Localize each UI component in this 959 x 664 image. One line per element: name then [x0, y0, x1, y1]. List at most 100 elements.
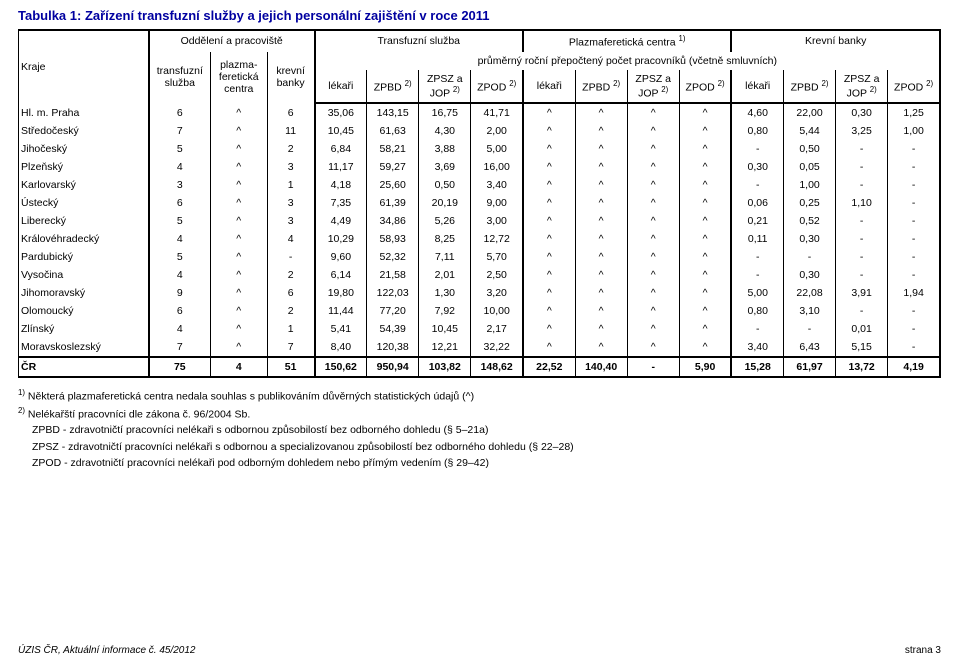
cell: -	[888, 212, 940, 230]
cell: Pardubický	[19, 248, 149, 266]
cell: 3,40	[471, 176, 523, 194]
table-row: Pardubický5^-9,6052,327,115,70^^^^----	[19, 248, 941, 266]
cell: 4,18	[315, 176, 367, 194]
table-row: Plzeňský4^311,1759,273,6916,00^^^^0,300,…	[19, 158, 941, 176]
cell: 3,25	[836, 122, 888, 140]
cell: -	[836, 158, 888, 176]
cell: Středočeský	[19, 122, 149, 140]
cell: ^	[210, 248, 267, 266]
footnote-2-sup: 2)	[18, 406, 25, 415]
cell: ^	[679, 302, 731, 320]
cell: ^	[627, 194, 679, 212]
hdr-pc-1: ZPBD 2)	[575, 70, 627, 104]
cell: -	[888, 338, 940, 357]
hdr-ts-1-t: ZPBD	[374, 81, 405, 93]
cell: ^	[679, 122, 731, 140]
cell: 1,10	[836, 194, 888, 212]
cell: 6	[267, 284, 314, 302]
cell: ^	[575, 122, 627, 140]
cell: 13,72	[836, 357, 888, 377]
cell: ^	[210, 266, 267, 284]
cell: -	[731, 320, 783, 338]
cell: 1,25	[888, 103, 940, 122]
cell: Karlovarský	[19, 176, 149, 194]
cell: Plzeňský	[19, 158, 149, 176]
footnote-1-sup: 1)	[18, 388, 25, 397]
cell: 6,14	[315, 266, 367, 284]
cell: 16,00	[471, 158, 523, 176]
cell: 0,21	[731, 212, 783, 230]
cell: ^	[679, 266, 731, 284]
cell: 4	[149, 158, 211, 176]
hdr-pc-2-s: 2)	[661, 85, 668, 94]
cell: 16,75	[419, 103, 471, 122]
cell: ^	[627, 176, 679, 194]
cell: 2,17	[471, 320, 523, 338]
cell: 77,20	[367, 302, 419, 320]
hdr-ts-1: ZPBD 2)	[367, 70, 419, 104]
cell: 1	[267, 176, 314, 194]
cell: -	[784, 248, 836, 266]
cell: ^	[627, 248, 679, 266]
cell: ^	[679, 284, 731, 302]
cell: 8,25	[419, 230, 471, 248]
cell: 5	[149, 248, 211, 266]
cell: 0,05	[784, 158, 836, 176]
cell: 12,21	[419, 338, 471, 357]
table-row: Hl. m. Praha6^635,06143,1516,7541,71^^^^…	[19, 103, 941, 122]
cell: 9,00	[471, 194, 523, 212]
hdr-pc-3-t: ZPOD	[686, 81, 718, 93]
cell: 22,52	[523, 357, 575, 377]
cell: ^	[523, 176, 575, 194]
cell: 4,49	[315, 212, 367, 230]
cell: ^	[523, 140, 575, 158]
hdr-pc-1-t: ZPBD	[582, 81, 613, 93]
hdr-pc-0: lékaři	[523, 70, 575, 104]
cell: 4,60	[731, 103, 783, 122]
hdr-avg: průměrný roční přepočtený počet pracovní…	[315, 52, 940, 70]
cell: 22,00	[784, 103, 836, 122]
cell: ^	[523, 103, 575, 122]
cell: 3,00	[471, 212, 523, 230]
cell: 19,80	[315, 284, 367, 302]
table-row: Moravskoslezský7^78,40120,3812,2132,22^^…	[19, 338, 941, 357]
footnote-4: ZPSZ - zdravotničtí pracovníci nelékaři …	[18, 440, 941, 454]
hdr-ts-2: ZPSZ a JOP 2)	[419, 70, 471, 104]
cell: 9	[149, 284, 211, 302]
cell: 4	[149, 320, 211, 338]
cell: Olomoucký	[19, 302, 149, 320]
table-row: Ústecký6^37,3561,3920,199,00^^^^0,060,25…	[19, 194, 941, 212]
cell: ^	[627, 122, 679, 140]
cell: ^	[627, 212, 679, 230]
cell: 0,80	[731, 302, 783, 320]
hdr-ts: Transfuzní služba	[315, 30, 523, 52]
cell: Královéhradecký	[19, 230, 149, 248]
cell: 35,06	[315, 103, 367, 122]
cell: 6,43	[784, 338, 836, 357]
cell: 61,63	[367, 122, 419, 140]
cell: ^	[627, 230, 679, 248]
cell: 0,25	[784, 194, 836, 212]
cell: ^	[523, 284, 575, 302]
cell: 7	[149, 338, 211, 357]
cell: ^	[679, 103, 731, 122]
cell: -	[627, 357, 679, 377]
table-row: Jihočeský5^26,8458,213,885,00^^^^-0,50--	[19, 140, 941, 158]
cell: ^	[523, 158, 575, 176]
cell: ^	[210, 122, 267, 140]
cell: 1,00	[888, 122, 940, 140]
cell: 5,44	[784, 122, 836, 140]
cell: ^	[210, 158, 267, 176]
cell: -	[836, 176, 888, 194]
hdr-ts-0: lékaři	[315, 70, 367, 104]
cell: ^	[627, 140, 679, 158]
cell: 3	[267, 158, 314, 176]
hdr-kb-3-t: ZPOD	[894, 81, 926, 93]
cell: Liberecký	[19, 212, 149, 230]
cell: 4,30	[419, 122, 471, 140]
cell: 7	[267, 338, 314, 357]
table-row: Středočeský7^1110,4561,634,302,00^^^^0,8…	[19, 122, 941, 140]
cell: 6,84	[315, 140, 367, 158]
hdr-kb-2-s: 2)	[870, 85, 877, 94]
cell: 2	[267, 302, 314, 320]
